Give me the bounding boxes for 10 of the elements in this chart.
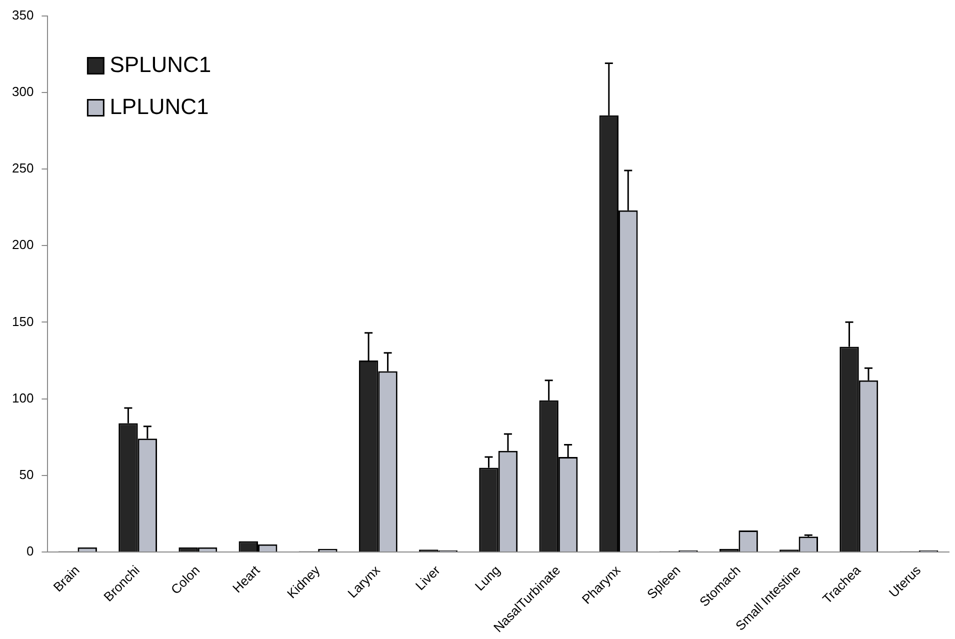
y-tick-label: 150: [12, 314, 34, 329]
y-tick-label: 250: [12, 160, 34, 176]
legend-label: SPLUNC1: [110, 52, 212, 77]
y-tick-label: 100: [12, 390, 34, 406]
y-tick-label: 0: [26, 544, 34, 559]
y-tick-label: 50: [19, 466, 34, 482]
legend-label: LPLUNC1: [110, 94, 209, 119]
y-tick-label: 200: [12, 237, 34, 252]
y-tick-label: 300: [12, 84, 34, 99]
y-tick-label: 350: [12, 7, 34, 22]
